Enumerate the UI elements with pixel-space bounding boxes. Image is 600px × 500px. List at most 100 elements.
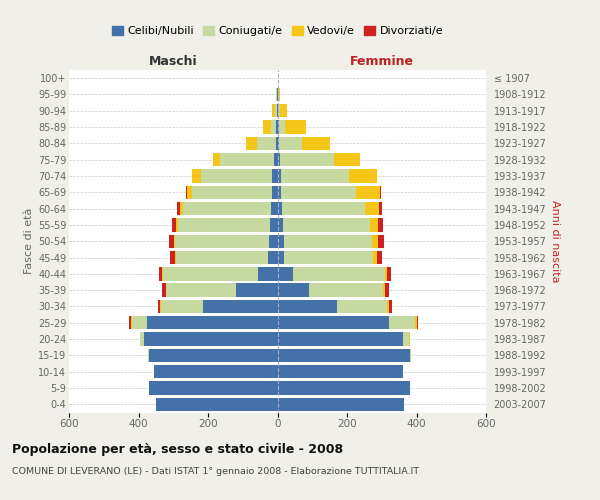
Bar xyxy=(416,316,418,330)
Bar xyxy=(283,218,370,232)
Bar xyxy=(272,170,277,182)
Bar xyxy=(147,316,277,330)
Bar xyxy=(377,234,384,248)
Bar xyxy=(156,398,277,411)
Bar xyxy=(182,202,271,215)
Bar xyxy=(277,251,284,264)
Bar xyxy=(191,170,193,182)
Bar xyxy=(387,300,389,313)
Bar xyxy=(161,300,203,313)
Bar xyxy=(281,170,349,182)
Bar xyxy=(277,234,284,248)
Bar xyxy=(174,234,175,248)
Bar xyxy=(389,300,392,313)
Bar xyxy=(272,186,277,199)
Y-axis label: Anni di nascita: Anni di nascita xyxy=(550,200,560,282)
Bar xyxy=(140,332,144,346)
Bar xyxy=(302,136,329,150)
Bar xyxy=(203,300,277,313)
Bar xyxy=(274,153,277,166)
Bar xyxy=(275,104,277,118)
Bar xyxy=(276,88,277,101)
Bar xyxy=(170,251,175,264)
Bar xyxy=(162,267,163,280)
Bar xyxy=(277,104,278,118)
Bar xyxy=(166,284,236,297)
Bar xyxy=(259,267,277,280)
Bar xyxy=(263,120,271,134)
Bar xyxy=(277,153,280,166)
Bar xyxy=(277,316,389,330)
Bar xyxy=(271,202,277,215)
Bar xyxy=(277,382,410,394)
Bar xyxy=(380,186,381,199)
Bar xyxy=(154,365,277,378)
Bar xyxy=(271,120,277,134)
Bar xyxy=(403,332,409,346)
Bar xyxy=(379,202,382,215)
Legend: Celibi/Nubili, Coniugati/e, Vedovi/e, Divorziati/e: Celibi/Nubili, Coniugati/e, Vedovi/e, Di… xyxy=(107,21,448,40)
Bar xyxy=(279,120,286,134)
Bar xyxy=(349,170,377,182)
Bar xyxy=(158,300,160,313)
Bar xyxy=(149,348,277,362)
Bar xyxy=(162,284,166,297)
Bar xyxy=(220,153,274,166)
Bar xyxy=(277,186,281,199)
Bar xyxy=(277,267,293,280)
Bar xyxy=(277,120,279,134)
Bar xyxy=(278,88,280,101)
Bar xyxy=(284,234,373,248)
Bar xyxy=(144,332,277,346)
Bar xyxy=(246,136,257,150)
Bar xyxy=(277,218,283,232)
Bar xyxy=(281,202,365,215)
Bar xyxy=(160,300,161,313)
Bar xyxy=(277,398,404,411)
Bar xyxy=(236,284,277,297)
Bar xyxy=(277,202,281,215)
Bar xyxy=(178,218,270,232)
Bar xyxy=(280,104,287,118)
Bar xyxy=(277,170,281,182)
Bar xyxy=(284,251,373,264)
Bar xyxy=(309,284,383,297)
Bar xyxy=(389,316,415,330)
Bar xyxy=(279,136,302,150)
Bar xyxy=(277,365,403,378)
Text: Maschi: Maschi xyxy=(149,54,197,68)
Bar xyxy=(334,153,360,166)
Text: Femmine: Femmine xyxy=(350,54,414,68)
Bar xyxy=(373,234,377,248)
Bar xyxy=(180,202,182,215)
Bar xyxy=(169,234,174,248)
Bar xyxy=(175,251,176,264)
Bar xyxy=(370,218,378,232)
Bar xyxy=(187,186,193,199)
Bar xyxy=(213,153,220,166)
Bar xyxy=(148,348,149,362)
Bar xyxy=(337,300,387,313)
Bar xyxy=(281,186,356,199)
Y-axis label: Fasce di età: Fasce di età xyxy=(23,208,34,274)
Bar xyxy=(163,267,259,280)
Bar xyxy=(365,202,379,215)
Bar xyxy=(415,316,416,330)
Bar xyxy=(293,267,385,280)
Bar xyxy=(131,316,147,330)
Bar xyxy=(272,104,275,118)
Bar xyxy=(193,186,272,199)
Text: COMUNE DI LEVERANO (LE) - Dati ISTAT 1° gennaio 2008 - Elaborazione TUTTITALIA.I: COMUNE DI LEVERANO (LE) - Dati ISTAT 1° … xyxy=(12,468,419,476)
Bar xyxy=(177,202,180,215)
Bar xyxy=(277,348,410,362)
Text: Popolazione per età, sesso e stato civile - 2008: Popolazione per età, sesso e stato civil… xyxy=(12,442,343,456)
Bar xyxy=(257,136,276,150)
Bar xyxy=(193,170,201,182)
Bar xyxy=(276,136,277,150)
Bar xyxy=(383,284,385,297)
Bar xyxy=(356,186,380,199)
Bar xyxy=(286,120,307,134)
Bar xyxy=(158,267,162,280)
Bar xyxy=(280,153,334,166)
Bar xyxy=(378,218,383,232)
